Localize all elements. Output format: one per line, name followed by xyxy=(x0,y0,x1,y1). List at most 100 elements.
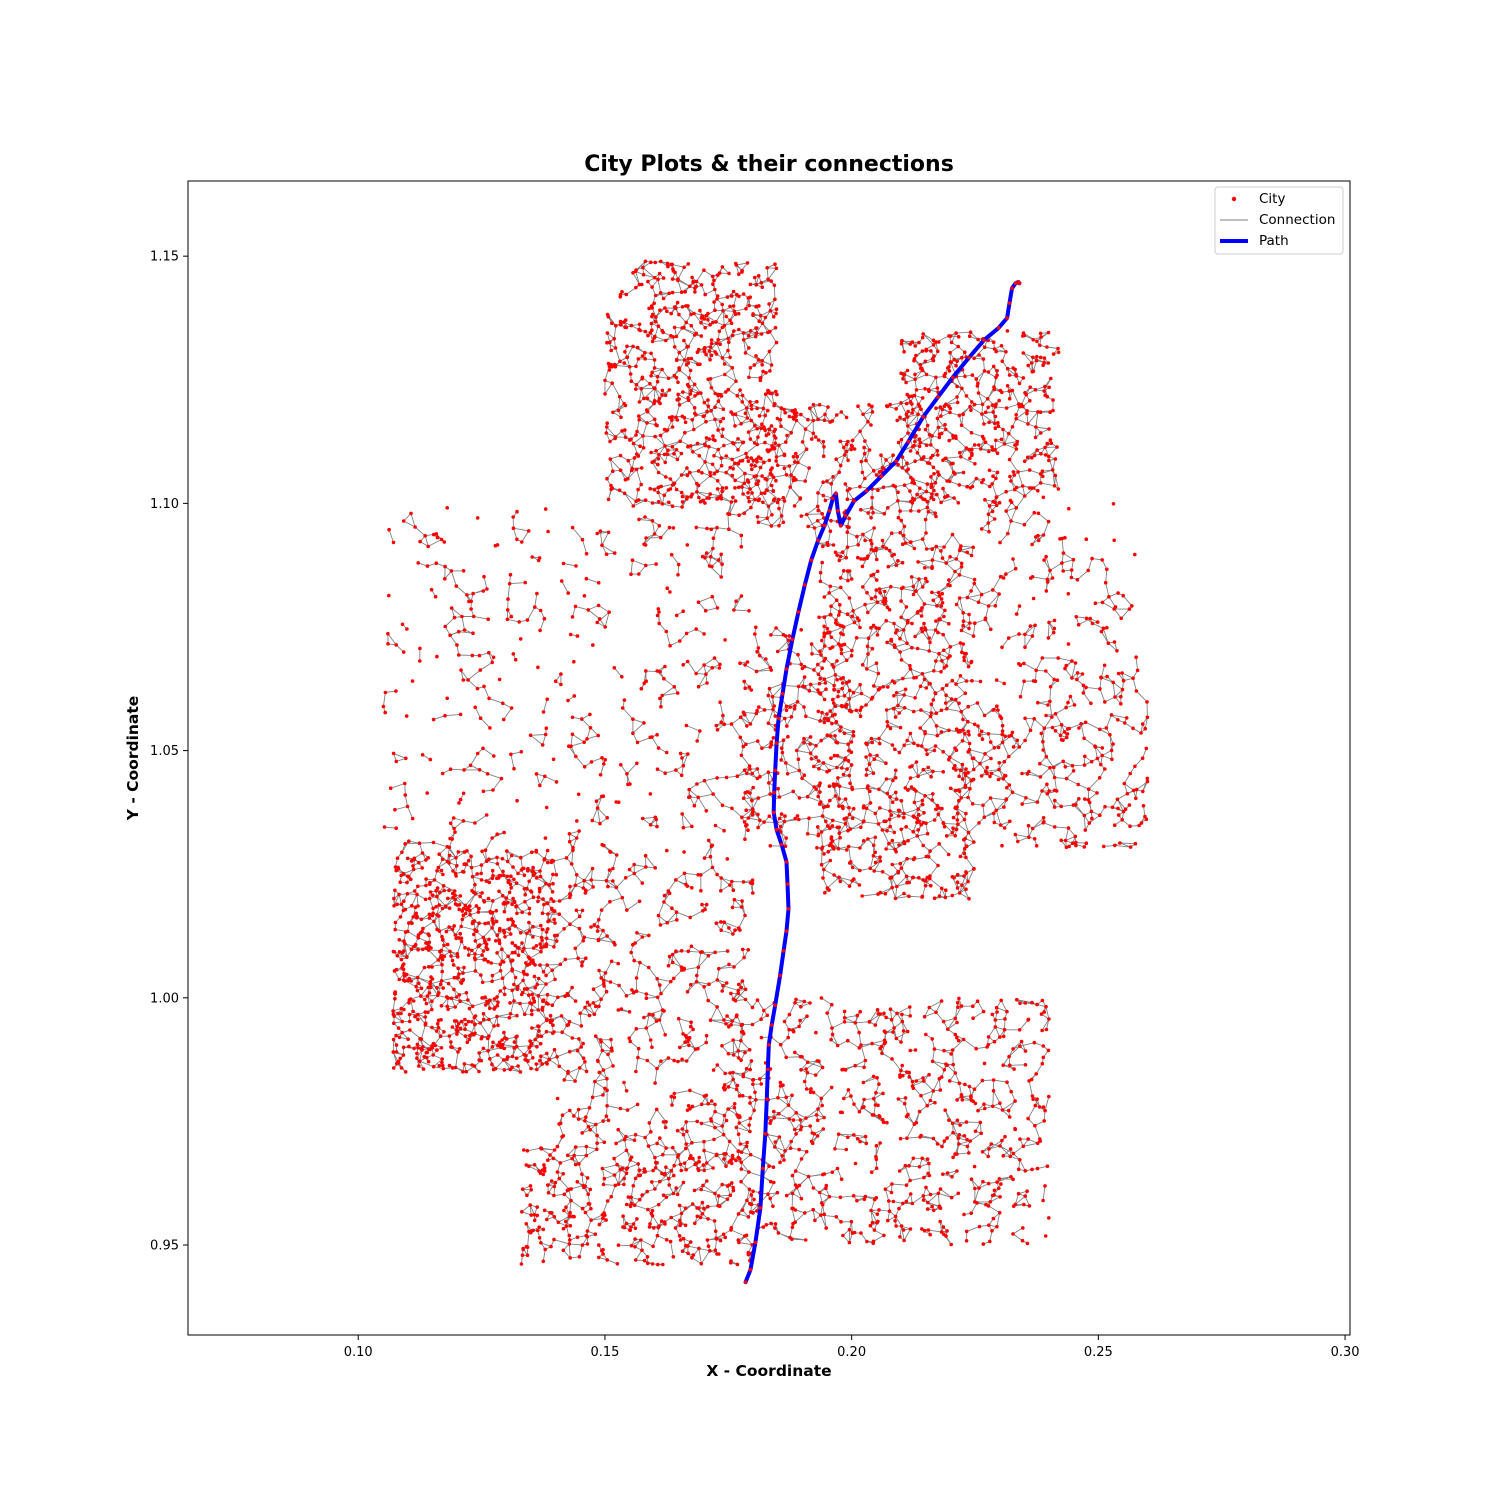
city-point xyxy=(773,1145,777,1149)
city-point xyxy=(1062,730,1067,734)
city-point xyxy=(930,566,934,571)
city-point xyxy=(644,1026,649,1030)
city-point xyxy=(940,407,945,412)
city-point xyxy=(879,453,883,458)
city-point xyxy=(702,317,707,321)
city-point xyxy=(842,1009,847,1014)
city-point xyxy=(881,485,886,490)
city-point xyxy=(703,460,707,464)
city-point xyxy=(1063,838,1068,843)
city-point xyxy=(415,1051,419,1056)
city-point xyxy=(871,1074,876,1079)
city-point xyxy=(437,1063,442,1068)
city-point xyxy=(910,764,914,768)
city-point xyxy=(732,1105,737,1110)
city-point xyxy=(410,816,415,821)
city-point xyxy=(807,689,812,693)
city-point xyxy=(816,833,821,838)
city-point xyxy=(458,999,463,1003)
city-point xyxy=(830,1170,835,1174)
city-point xyxy=(774,389,778,394)
city-point xyxy=(657,1018,662,1022)
city-point xyxy=(527,879,531,884)
city-point xyxy=(838,835,842,840)
city-point xyxy=(470,653,475,658)
city-point xyxy=(847,596,852,600)
city-point xyxy=(461,1070,465,1074)
city-point xyxy=(431,717,436,722)
city-point xyxy=(994,438,998,443)
city-point xyxy=(850,1231,855,1235)
city-point xyxy=(444,904,448,908)
city-point xyxy=(706,398,710,402)
city-point xyxy=(833,1147,837,1151)
city-point xyxy=(882,511,887,516)
city-point xyxy=(1046,703,1050,707)
city-point xyxy=(551,859,556,863)
city-point xyxy=(851,1194,856,1198)
city-point xyxy=(806,524,810,529)
city-point xyxy=(597,1255,601,1260)
city-point xyxy=(731,495,735,500)
city-point xyxy=(998,388,1003,393)
city-point xyxy=(562,1078,567,1082)
city-point xyxy=(933,511,937,515)
city-point xyxy=(577,829,581,833)
city-point xyxy=(655,1141,659,1146)
city-point xyxy=(772,283,777,288)
city-point xyxy=(922,811,926,815)
city-point xyxy=(1046,361,1051,365)
city-point xyxy=(508,932,513,936)
city-point xyxy=(748,487,752,491)
city-point xyxy=(908,449,913,453)
city-point xyxy=(777,506,781,511)
city-point xyxy=(557,899,562,903)
city-point xyxy=(874,1154,878,1159)
city-point xyxy=(820,1103,824,1108)
city-point xyxy=(645,1261,650,1266)
city-point xyxy=(1056,350,1061,355)
city-point xyxy=(883,1030,888,1035)
city-point xyxy=(925,423,930,428)
city-point xyxy=(472,932,476,937)
city-point xyxy=(1032,717,1036,721)
city-point xyxy=(931,1089,936,1093)
city-point xyxy=(932,488,936,493)
city-point xyxy=(828,798,832,803)
city-point xyxy=(917,444,922,449)
city-point xyxy=(782,1158,786,1162)
city-point xyxy=(836,776,840,780)
city-point xyxy=(708,345,713,349)
city-point xyxy=(407,921,411,925)
city-point xyxy=(924,1185,928,1190)
city-point xyxy=(837,875,841,880)
city-point xyxy=(683,1034,688,1038)
city-point xyxy=(644,992,649,996)
city-point xyxy=(721,308,725,313)
city-point xyxy=(995,1180,999,1184)
city-point xyxy=(718,419,723,424)
city-point xyxy=(823,681,828,685)
city-point xyxy=(675,418,680,422)
city-point xyxy=(725,857,730,861)
city-point xyxy=(1070,841,1075,845)
city-point xyxy=(817,784,822,788)
city-point xyxy=(634,382,639,387)
city-point xyxy=(972,1164,977,1169)
city-point xyxy=(849,1094,853,1098)
city-point xyxy=(628,782,632,786)
city-point xyxy=(595,929,600,933)
city-point xyxy=(527,929,532,933)
city-point xyxy=(867,762,872,766)
city-point xyxy=(884,761,888,765)
city-point xyxy=(426,544,431,549)
city-point xyxy=(682,1161,687,1165)
city-point xyxy=(577,1255,582,1259)
city-point xyxy=(1139,731,1143,735)
city-point xyxy=(478,894,482,899)
city-point xyxy=(652,366,657,370)
city-point xyxy=(722,1018,726,1022)
city-point xyxy=(415,1042,420,1047)
city-point xyxy=(699,888,703,893)
city-point xyxy=(592,1012,597,1017)
